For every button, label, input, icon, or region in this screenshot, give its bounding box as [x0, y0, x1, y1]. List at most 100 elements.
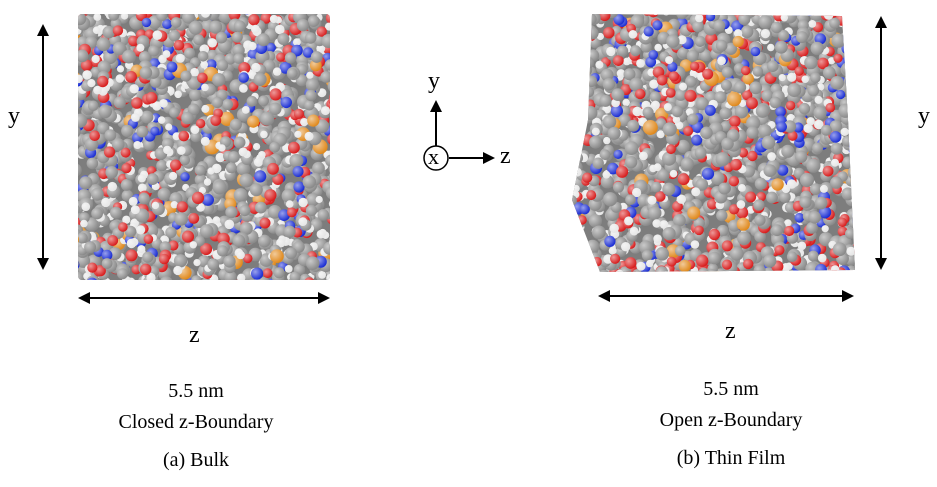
carbon-atom: [572, 123, 575, 135]
carbon-atom: [844, 46, 855, 58]
hydrogen-atom: [596, 32, 605, 41]
hydrogen-atom: [136, 225, 146, 235]
oxygen-atom: [665, 88, 676, 98]
oxygen-atom: [849, 14, 855, 15]
carbon-atom: [258, 234, 271, 248]
coordinate-triad: [423, 100, 495, 171]
carbon-atom: [734, 104, 749, 119]
hydrogen-atom: [253, 157, 264, 167]
hydrogen-atom: [576, 66, 586, 76]
carbon-atom: [572, 124, 583, 136]
nitrogen-atom: [667, 61, 678, 73]
hydrogen-atom: [269, 14, 278, 24]
oxygen-atom: [610, 253, 621, 264]
bulk-boundary-label: Closed z-Boundary: [118, 411, 274, 433]
carbon-atom: [246, 278, 259, 280]
nitrogen-atom: [292, 166, 304, 177]
carbon-atom: [758, 14, 773, 29]
hydrogen-atom: [606, 46, 616, 57]
carbon-atom: [142, 251, 154, 263]
carbon-atom: [754, 214, 766, 226]
nitrogen-atom: [265, 42, 276, 53]
carbon-atom: [838, 103, 853, 118]
carbon-atom: [579, 261, 593, 272]
hydrogen-atom: [207, 167, 215, 175]
carbon-atom: [302, 175, 316, 189]
hydrogen-atom: [577, 251, 585, 259]
oxygen-atom: [624, 257, 637, 269]
carbon-atom: [572, 46, 581, 59]
carbon-atom: [671, 105, 684, 118]
oxygen-atom: [697, 14, 710, 16]
carbon-atom: [306, 193, 320, 207]
carbon-atom: [607, 126, 621, 140]
oxygen-atom: [684, 89, 697, 102]
carbon-atom: [159, 276, 174, 280]
carbon-atom: [830, 142, 843, 155]
carbon-atom: [624, 141, 639, 156]
carbon-atom: [820, 271, 833, 272]
oxygen-atom: [260, 14, 272, 24]
oxygen-atom: [170, 159, 182, 171]
hydrogen-atom: [165, 123, 173, 131]
carbon-atom: [850, 83, 855, 98]
carbon-atom: [701, 270, 713, 272]
carbon-atom: [632, 14, 645, 16]
carbon-atom: [680, 157, 694, 171]
oxygen-atom: [592, 256, 602, 267]
hydrogen-atom: [786, 179, 797, 189]
oxygen-atom: [572, 94, 581, 107]
carbon-atom: [662, 151, 677, 166]
oxygen-atom: [787, 130, 798, 141]
hydrogen-atom: [201, 83, 209, 92]
hydrogen-atom: [68, 179, 76, 187]
carbon-atom: [572, 220, 581, 235]
oxygen-atom: [293, 108, 304, 119]
oxygen-atom: [304, 277, 315, 280]
hydrogen-atom: [224, 219, 235, 230]
carbon-atom: [758, 124, 772, 138]
hydrogen-atom: [93, 85, 102, 95]
sulfur-atom: [742, 73, 754, 85]
hydrogen-atom: [659, 220, 669, 229]
carbon-atom: [577, 14, 588, 22]
carbon-atom: [124, 225, 137, 238]
hydrogen-atom: [636, 59, 645, 68]
film-z-label: z: [725, 318, 736, 344]
carbon-atom: [758, 14, 770, 16]
carbon-atom: [176, 279, 190, 280]
oxygen-atom: [89, 130, 100, 141]
carbon-atom: [188, 20, 203, 35]
carbon-atom: [165, 226, 177, 239]
carbon-atom: [822, 66, 836, 79]
hydrogen-atom: [260, 130, 268, 139]
oxygen-atom: [641, 14, 653, 16]
hydrogen-atom: [78, 74, 83, 84]
oxygen-atom: [794, 66, 804, 76]
carbon-atom: [838, 274, 850, 286]
hydrogen-atom: [854, 85, 855, 94]
carbon-atom: [212, 180, 227, 195]
oxygen-atom: [729, 115, 741, 128]
oxygen-atom: [666, 144, 676, 155]
oxygen-atom: [80, 59, 93, 72]
carbon-atom: [820, 124, 832, 136]
oxygen-atom: [849, 39, 855, 53]
carbon-atom: [623, 272, 635, 284]
hydrogen-atom: [116, 65, 125, 73]
hydrogen-atom: [134, 14, 143, 15]
carbon-atom: [809, 14, 824, 22]
carbon-atom: [830, 176, 843, 189]
carbon-atom: [307, 15, 320, 27]
oxygen-atom: [188, 213, 200, 224]
carbon-atom: [320, 71, 330, 83]
hydrogen-atom: [665, 56, 674, 65]
hydrogen-atom: [315, 195, 323, 204]
hydrogen-atom: [328, 199, 330, 209]
carbon-atom: [105, 166, 118, 179]
carbon-atom: [122, 49, 136, 64]
thin-film-molecular-box: [572, 14, 855, 286]
hydrogen-atom: [130, 205, 140, 215]
carbon-atom: [583, 274, 594, 285]
carbon-atom: [572, 63, 577, 75]
